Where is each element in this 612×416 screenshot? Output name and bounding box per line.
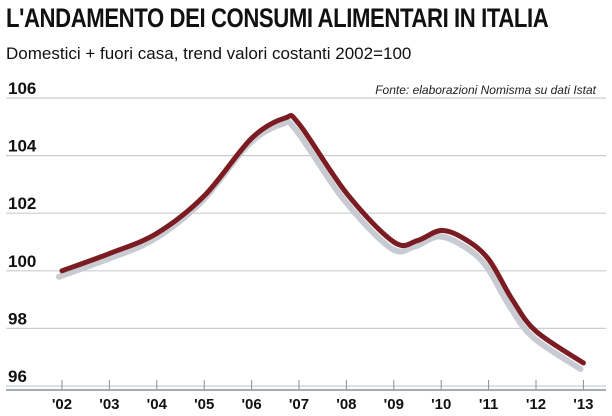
- x-tick-label: '12: [526, 396, 546, 413]
- y-tick-label: 102: [8, 194, 36, 213]
- x-tick-label: '07: [289, 396, 309, 413]
- y-tick-label: 100: [8, 252, 36, 271]
- x-tick-label: '09: [384, 396, 404, 413]
- source-note: Fonte: elaborazioni Nomisma su dati Ista…: [375, 83, 596, 97]
- x-tick-label: '03: [99, 396, 119, 413]
- x-tick-label: '10: [431, 396, 451, 413]
- chart-title: L'ANDAMENTO DEI CONSUMI ALIMENTARI IN IT…: [6, 3, 549, 33]
- x-tick-label: '02: [52, 396, 72, 413]
- x-tick-label: '13: [573, 396, 593, 413]
- x-tick-label: '08: [336, 396, 356, 413]
- y-tick-label: 106: [8, 79, 36, 98]
- chart-subtitle: Domestici + fuori casa, trend valori cos…: [6, 44, 412, 63]
- x-tick-label: '05: [194, 396, 214, 413]
- x-tick-label: '11: [479, 396, 498, 413]
- series-line: [59, 113, 586, 366]
- x-tick-label: '04: [147, 396, 168, 413]
- y-tick-label: 104: [8, 137, 37, 156]
- x-tick-label: '06: [241, 396, 261, 413]
- y-tick-label: 96: [8, 367, 27, 386]
- series-line-shadow: [56, 118, 584, 372]
- y-tick-label: 98: [8, 309, 27, 328]
